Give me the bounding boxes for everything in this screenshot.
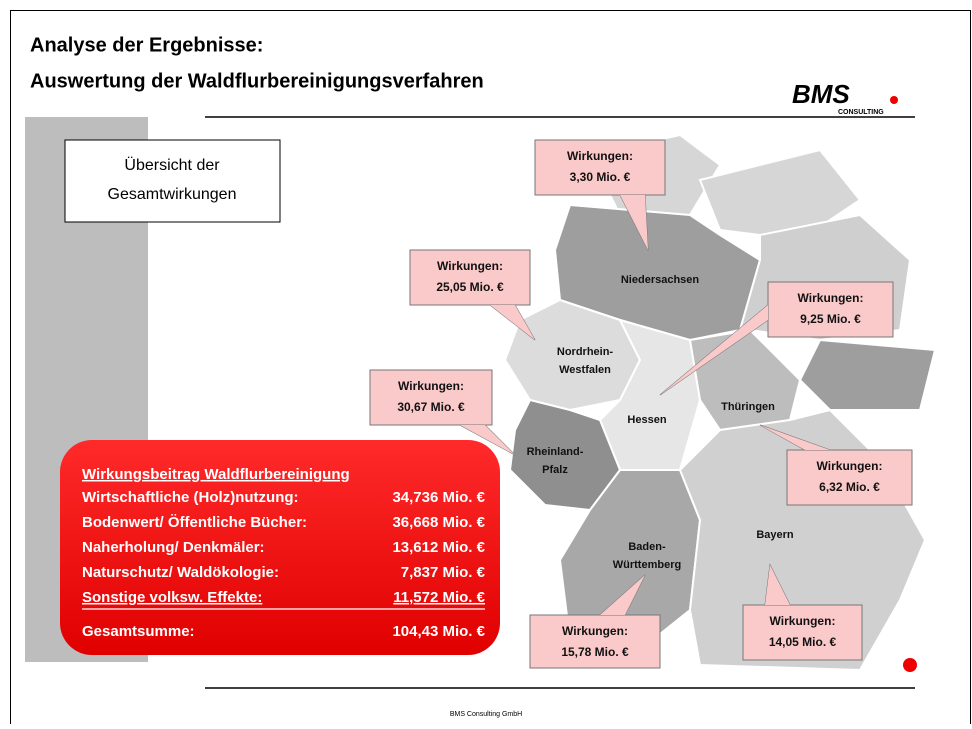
region-label: Niedersachsen bbox=[621, 274, 700, 286]
callout-label: Wirkungen: bbox=[567, 149, 633, 163]
summary-label: Bodenwert/ Öffentliche Bücher: bbox=[82, 514, 307, 531]
callout-joint bbox=[760, 425, 830, 450]
region-label: Westfalen bbox=[559, 364, 611, 376]
callout-box bbox=[767, 281, 894, 338]
summary-box bbox=[60, 440, 500, 655]
red-dot bbox=[903, 658, 917, 672]
callout-label: Wirkungen: bbox=[770, 614, 836, 628]
summary-value: 13,612 Mio. € bbox=[392, 539, 485, 556]
title: Analyse der Ergebnisse: bbox=[30, 34, 263, 56]
title: Auswertung der Waldflurbereinigungsverfa… bbox=[30, 70, 484, 92]
region-label: Württemberg bbox=[613, 559, 681, 571]
callout-label: Wirkungen: bbox=[798, 291, 864, 305]
region-label: Nordrhein- bbox=[557, 346, 614, 358]
summary-total-label: Gesamtsumme: bbox=[82, 623, 195, 640]
callout-value: 30,67 Mio. € bbox=[397, 400, 465, 414]
callout-joint bbox=[490, 305, 535, 340]
summary-title: Wirkungsbeitrag Waldflurbereinigung bbox=[82, 466, 350, 483]
callout-joint bbox=[660, 305, 768, 395]
summary-value: 7,837 Mio. € bbox=[401, 564, 486, 581]
callout-value: 3,30 Mio. € bbox=[570, 170, 631, 184]
region-shape bbox=[798, 338, 937, 411]
footer: BMS Consulting GmbH bbox=[450, 711, 522, 718]
callout-box bbox=[409, 249, 531, 306]
callout-box bbox=[369, 369, 493, 426]
callout-joint bbox=[765, 565, 790, 605]
callout-joint bbox=[460, 425, 515, 455]
region-label: Pfalz bbox=[542, 464, 568, 476]
summary-value: 34,736 Mio. € bbox=[392, 489, 485, 506]
callout-joint bbox=[600, 575, 645, 615]
callout-box bbox=[534, 139, 666, 196]
region-label: Bayern bbox=[756, 529, 794, 541]
logo: BMS bbox=[792, 79, 850, 109]
summary-label: Naherholung/ Denkmäler: bbox=[82, 539, 265, 556]
overview-text: Übersicht der bbox=[124, 156, 220, 174]
callout-value: 9,25 Mio. € bbox=[800, 312, 861, 326]
callout-label: Wirkungen: bbox=[817, 459, 883, 473]
callout-label: Wirkungen: bbox=[562, 624, 628, 638]
callout-value: 25,05 Mio. € bbox=[436, 280, 504, 294]
callout-value: 14,05 Mio. € bbox=[769, 635, 837, 649]
callout-value: 6,32 Mio. € bbox=[819, 480, 880, 494]
slide-frame bbox=[10, 10, 971, 729]
logo-sub: CONSULTING bbox=[838, 109, 884, 116]
callout-box bbox=[742, 604, 863, 661]
callout-joint bbox=[620, 195, 648, 250]
summary-total-value: 104,43 Mio. € bbox=[392, 623, 485, 640]
callout-label: Wirkungen: bbox=[398, 379, 464, 393]
summary-value: 36,668 Mio. € bbox=[392, 514, 485, 531]
overview-box bbox=[64, 139, 281, 223]
callout-box bbox=[529, 614, 661, 669]
region-label: Baden- bbox=[628, 541, 666, 553]
summary-label: Wirtschaftliche (Holz)nutzung: bbox=[82, 489, 299, 506]
summary-label: Naturschutz/ Waldökologie: bbox=[82, 564, 279, 581]
logo-dot bbox=[890, 96, 898, 104]
region-label: Hessen bbox=[627, 414, 666, 426]
region-label: Rheinland- bbox=[527, 446, 584, 458]
callout-value: 15,78 Mio. € bbox=[561, 645, 629, 659]
summary-value: 11,572 Mio. € bbox=[393, 589, 485, 606]
summary-label: Sonstige volksw. Effekte: bbox=[82, 589, 262, 606]
callout-box bbox=[786, 449, 913, 506]
overview-text: Gesamtwirkungen bbox=[108, 186, 237, 203]
region-label: Thüringen bbox=[721, 401, 775, 413]
callout-label: Wirkungen: bbox=[437, 259, 503, 273]
